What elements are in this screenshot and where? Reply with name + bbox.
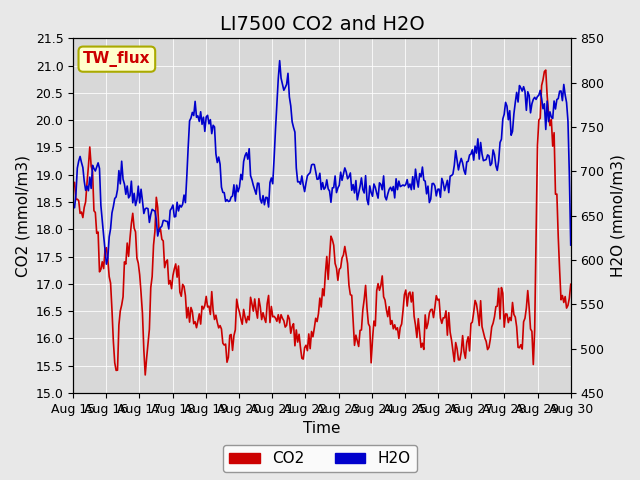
CO2	[236, 309, 243, 315]
H2O	[132, 203, 140, 208]
Text: TW_flux: TW_flux	[83, 51, 150, 67]
CO2	[219, 340, 227, 346]
CO2	[288, 324, 296, 330]
Legend: CO2, H2O: CO2, H2O	[223, 445, 417, 472]
Line: H2O: H2O	[73, 60, 571, 264]
Y-axis label: CO2 (mmol/m3): CO2 (mmol/m3)	[15, 155, 30, 276]
CO2	[131, 225, 138, 231]
CO2	[541, 69, 548, 74]
Y-axis label: H2O (mmol/m3): H2O (mmol/m3)	[610, 154, 625, 277]
Line: CO2: CO2	[73, 70, 571, 375]
Title: LI7500 CO2 and H2O: LI7500 CO2 and H2O	[220, 15, 424, 34]
H2O	[244, 156, 252, 162]
H2O	[290, 124, 298, 130]
CO2	[244, 313, 252, 319]
X-axis label: Time: Time	[303, 421, 340, 436]
H2O	[542, 127, 550, 132]
H2O	[102, 261, 110, 267]
CO2	[567, 281, 575, 287]
H2O	[69, 202, 77, 207]
H2O	[276, 58, 284, 63]
H2O	[567, 242, 575, 248]
H2O	[219, 190, 227, 195]
CO2	[141, 372, 149, 378]
CO2	[69, 184, 77, 190]
H2O	[236, 184, 243, 190]
CO2	[542, 67, 550, 73]
